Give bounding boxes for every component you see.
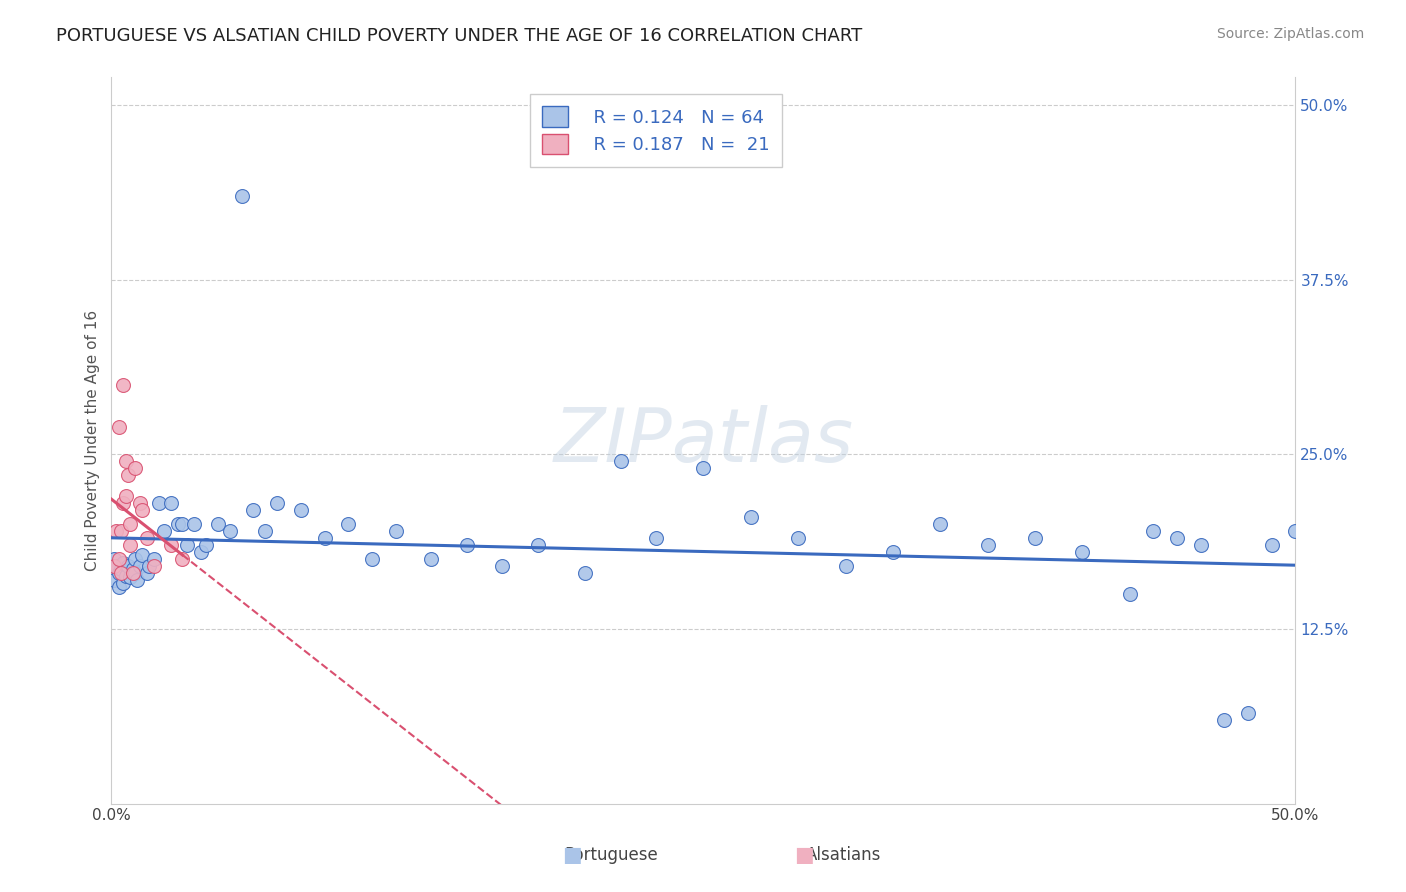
Point	[787, 531, 810, 545]
Point	[384, 524, 406, 539]
Point	[337, 517, 360, 532]
Point	[103, 552, 125, 566]
Point	[159, 538, 181, 552]
Point	[124, 566, 146, 581]
Text: ■: ■	[562, 845, 582, 864]
Point	[526, 538, 548, 552]
Point	[1118, 587, 1140, 601]
Point	[172, 552, 194, 566]
Point	[882, 545, 904, 559]
Point	[105, 524, 128, 539]
Point	[114, 454, 136, 468]
Point	[740, 510, 762, 524]
Point	[1213, 713, 1236, 727]
Point	[114, 489, 136, 503]
Point	[124, 552, 146, 566]
Point	[136, 566, 159, 581]
Point	[218, 524, 240, 539]
Point	[143, 552, 166, 566]
Point	[148, 496, 170, 510]
Point	[929, 517, 952, 532]
Point	[190, 545, 212, 559]
Point	[120, 517, 142, 532]
Point	[117, 559, 139, 574]
Point	[127, 573, 149, 587]
Point	[131, 503, 153, 517]
Point	[107, 566, 129, 581]
Point	[1189, 538, 1212, 552]
Point	[143, 559, 166, 574]
Point	[107, 580, 129, 594]
Point	[207, 517, 229, 532]
Point	[159, 496, 181, 510]
Point	[1142, 524, 1164, 539]
Point	[120, 538, 142, 552]
Point	[176, 538, 198, 552]
Text: ■: ■	[794, 845, 814, 864]
Text: PORTUGUESE VS ALSATIAN CHILD POVERTY UNDER THE AGE OF 16 CORRELATION CHART: PORTUGUESE VS ALSATIAN CHILD POVERTY UND…	[56, 27, 862, 45]
Point	[1237, 706, 1260, 720]
Point	[1284, 524, 1306, 539]
Point	[1071, 545, 1094, 559]
Point	[121, 562, 143, 576]
Point	[103, 573, 125, 587]
Point	[491, 559, 513, 574]
Point	[112, 576, 135, 591]
Point	[231, 189, 253, 203]
Point	[1024, 531, 1046, 545]
Point	[128, 496, 150, 510]
Point	[110, 562, 132, 576]
Point	[314, 531, 336, 545]
Legend:   R = 0.124   N = 64,   R = 0.187   N =  21: R = 0.124 N = 64, R = 0.187 N = 21	[530, 94, 782, 167]
Point	[152, 524, 174, 539]
Text: Portuguese: Portuguese	[565, 846, 658, 863]
Point	[420, 552, 443, 566]
Point	[138, 559, 160, 574]
Point	[136, 531, 159, 545]
Point	[131, 548, 153, 562]
Text: ZIPatlas: ZIPatlas	[554, 405, 853, 476]
Point	[120, 570, 142, 584]
Point	[112, 557, 135, 571]
Point	[195, 538, 218, 552]
Point	[124, 461, 146, 475]
Point	[266, 496, 288, 510]
Point	[976, 538, 998, 552]
Point	[121, 566, 143, 581]
Point	[103, 559, 125, 574]
Point	[290, 503, 312, 517]
Point	[112, 377, 135, 392]
Point	[166, 517, 188, 532]
Point	[117, 468, 139, 483]
Point	[254, 524, 277, 539]
Point	[456, 538, 478, 552]
Text: Source: ZipAtlas.com: Source: ZipAtlas.com	[1216, 27, 1364, 41]
Point	[128, 559, 150, 574]
Y-axis label: Child Poverty Under the Age of 16: Child Poverty Under the Age of 16	[86, 310, 100, 571]
Point	[609, 454, 631, 468]
Point	[1261, 538, 1284, 552]
Point	[107, 419, 129, 434]
Point	[361, 552, 384, 566]
Point	[183, 517, 205, 532]
Point	[110, 524, 132, 539]
Point	[645, 531, 668, 545]
Point	[112, 496, 135, 510]
Point	[110, 566, 132, 581]
Point	[114, 569, 136, 583]
Point	[172, 517, 194, 532]
Point	[105, 559, 128, 574]
Point	[107, 552, 129, 566]
Point	[1166, 531, 1188, 545]
Point	[834, 559, 856, 574]
Point	[692, 461, 714, 475]
Point	[574, 566, 596, 581]
Text: Alsatians: Alsatians	[806, 846, 882, 863]
Point	[242, 503, 264, 517]
